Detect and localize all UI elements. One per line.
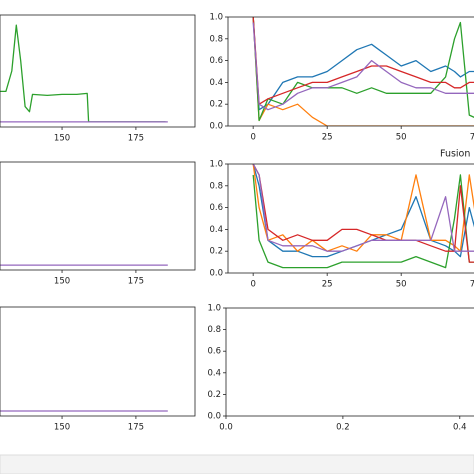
x-tick-label: 0.2 [336,423,350,433]
x-tick-label: 50 [396,133,407,143]
y-tick-label: 0.8 [209,34,223,44]
series-line [252,17,474,105]
y-tick-label: 0.0 [207,412,221,422]
x-tick-label: 0.4 [453,423,467,433]
x-tick-label: 175 [128,277,144,287]
y-tick-label: 1.0 [207,304,221,314]
bottom-strip [0,454,474,474]
x-tick-label: 0 [250,280,255,290]
x-tick-label: 50 [396,280,407,290]
y-tick-label: 0.6 [207,347,221,357]
panel-frame [0,14,196,128]
y-tick-label: 0.2 [209,247,223,257]
x-tick-label: 0 [250,133,255,143]
y-tick-label: 0.6 [209,56,223,66]
series-line [0,24,166,123]
x-tick-label: 75 [470,133,474,143]
y-tick-label: 0.8 [207,325,221,335]
y-tick-label: 0.2 [209,100,223,110]
panel-frame [0,306,196,417]
series-line [252,22,474,111]
y-tick-label: 0.2 [207,390,221,400]
panel-frame [225,307,474,417]
y-tick-label: 0.0 [209,269,223,279]
x-tick-label: 150 [54,277,70,287]
x-tick-label: 25 [322,280,333,290]
panel-frame [227,163,474,274]
series-line [252,164,474,252]
x-tick-label: 150 [54,423,70,433]
y-tick-label: 0.8 [209,181,223,191]
x-tick-label: 75 [470,280,474,290]
y-tick-label: 1.0 [209,160,223,170]
y-tick-label: 0.6 [209,203,223,213]
panel-frame [227,16,474,127]
x-tick-label: 175 [128,423,144,433]
series-line [252,174,474,269]
x-tick-label: 25 [322,133,333,143]
series-line [252,17,474,126]
x-tick-label: 150 [54,134,70,144]
series-line [252,164,474,252]
series-line [252,164,474,263]
series-line [252,17,474,111]
y-tick-label: 0.4 [209,78,223,88]
panel-frame [0,161,196,271]
y-tick-label: 0.4 [207,368,221,378]
x-tick-label: 175 [128,134,144,144]
y-tick-label: 0.4 [209,225,223,235]
y-tick-label: 0.0 [209,122,223,132]
x-tick-label: 0.0 [219,423,233,433]
panel-title: Fusion [440,149,470,160]
y-tick-label: 1.0 [209,13,223,23]
